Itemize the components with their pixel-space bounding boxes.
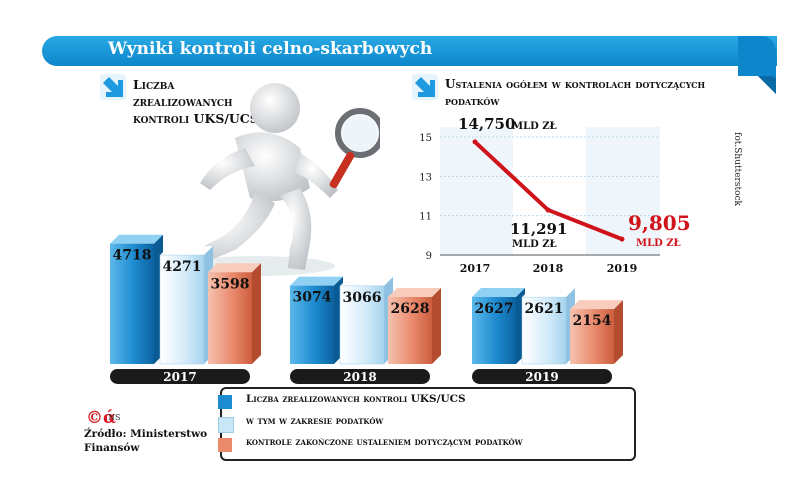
- legend-label: w tym w zakresie podatków: [246, 415, 384, 427]
- data-point: [619, 236, 625, 242]
- bar-top: [522, 288, 575, 298]
- bar-top: [388, 287, 441, 297]
- bar: [110, 243, 154, 364]
- legend: Liczba zrealizowanych kontroli UKS/UCS w…: [218, 387, 636, 461]
- bar-top: [290, 276, 343, 286]
- x-tick-label: 2017: [460, 262, 491, 275]
- bar-top: [472, 288, 525, 298]
- bar-side: [432, 287, 441, 364]
- data-point: [545, 207, 551, 213]
- legend-swatch: [218, 395, 232, 409]
- x-tick-label: 2017: [163, 370, 196, 384]
- data-label: 9,805: [628, 211, 691, 235]
- left-section-title: Liczba zrealizowanych kontroli UKS/UCS: [133, 77, 259, 126]
- y-tick-label: 13: [419, 172, 432, 183]
- y-tick-label: 11: [419, 212, 432, 223]
- header-curl: [738, 36, 776, 94]
- legend-label: kontrole zakończone ustaleniem dotyczący…: [246, 436, 523, 448]
- right-section-title: Ustalenia ogółem w kontrolach dotyczącyc…: [445, 77, 706, 108]
- bar: [388, 296, 432, 364]
- bar-top: [110, 234, 163, 244]
- bar-top: [208, 263, 261, 273]
- bar-value-label: 3598: [211, 276, 250, 292]
- data-label: 14,750: [458, 115, 515, 133]
- data-label: 11,291: [510, 220, 567, 238]
- bar-value-label: 3074: [293, 290, 332, 306]
- x-tick-label: 2019: [525, 370, 558, 384]
- plot-band: [440, 127, 513, 255]
- legend-item: w tym w zakresie podatków: [218, 415, 384, 433]
- x-tick-pill: [472, 369, 612, 384]
- legend-swatch: [218, 417, 234, 433]
- bar-value-label: 2627: [475, 301, 514, 317]
- bar: [521, 296, 567, 365]
- legend-item: Liczba zrealizowanych kontroli UKS/UCS: [218, 393, 466, 409]
- header-band: [42, 36, 777, 66]
- publisher-logo-text: NS: [108, 413, 121, 422]
- x-tick-label: 2018: [343, 370, 376, 384]
- bar: [208, 272, 252, 364]
- legend-item: kontrole zakończone ustaleniem dotyczący…: [218, 436, 523, 452]
- source-note: Źródło: Ministerstwo Finansów: [84, 428, 208, 454]
- bar-top: [340, 276, 393, 286]
- bar: [290, 285, 334, 364]
- bar: [472, 297, 516, 364]
- y-tick-label: 9: [426, 251, 432, 262]
- bar-value-label: 2628: [391, 301, 430, 317]
- x-tick-pill: [290, 369, 430, 384]
- bar-top: [160, 246, 213, 256]
- page-title: Wyniki kontroli celno-skarbowych: [108, 39, 433, 59]
- bar-value-label: 3066: [343, 290, 382, 306]
- y-tick-label: 15: [419, 133, 432, 144]
- data-label-unit: MLD ZŁ: [512, 239, 557, 250]
- plot-band: [586, 127, 660, 255]
- bar-value-label: 2154: [573, 313, 612, 329]
- data-label-unit: MLD ZŁ: [636, 238, 681, 249]
- data-label-unit: MLD ZŁ: [512, 121, 557, 132]
- bar-value-label: 2621: [525, 301, 564, 317]
- bar: [159, 254, 205, 365]
- publisher-logo: ©ά: [86, 408, 117, 428]
- data-point: [472, 139, 478, 145]
- x-tick-pill: [110, 369, 250, 384]
- x-tick-label: 2018: [533, 262, 564, 275]
- bar-top: [570, 300, 623, 310]
- bar-value-label: 4718: [113, 248, 152, 264]
- bar: [570, 309, 614, 364]
- bar-side: [614, 300, 623, 364]
- bar: [339, 285, 385, 365]
- bar-value-label: 4271: [163, 259, 202, 275]
- arrow-down-right-icon: [412, 74, 438, 100]
- bar-side: [252, 263, 261, 364]
- legend-swatch: [218, 438, 232, 452]
- x-tick-label: 2019: [607, 262, 638, 275]
- arrow-down-right-icon: [100, 74, 126, 100]
- legend-label: Liczba zrealizowanych kontroli UKS/UCS: [246, 393, 466, 405]
